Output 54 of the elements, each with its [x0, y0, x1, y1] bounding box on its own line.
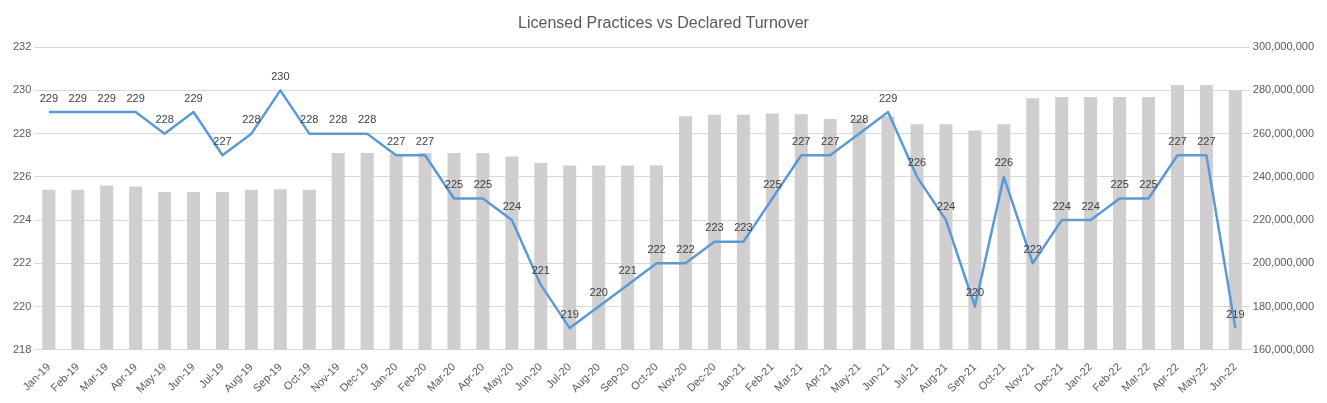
y2-tick-label: 220,000,000 [1252, 213, 1314, 226]
data-label: 227 [1197, 134, 1216, 147]
data-label: 223 [705, 221, 724, 234]
data-label: 228 [300, 113, 319, 126]
data-label: 228 [242, 113, 261, 126]
y-tick-label: 230 [12, 83, 32, 96]
data-label: 228 [329, 113, 348, 126]
data-label: 222 [676, 242, 695, 255]
data-label: 229 [126, 91, 145, 104]
data-label: 219 [560, 307, 579, 320]
y-tick-label: 220 [12, 299, 32, 312]
y2-tick-label: 280,000,000 [1252, 83, 1314, 96]
y-tick-label: 226 [12, 169, 32, 182]
y2-tick-label: 260,000,000 [1252, 126, 1314, 139]
data-label: 229 [39, 91, 58, 104]
y2-tick-label: 240,000,000 [1252, 169, 1314, 182]
data-label: 228 [155, 113, 174, 126]
data-label: 224 [1052, 199, 1071, 212]
data-label: 225 [444, 178, 464, 190]
data-label: 224 [936, 199, 956, 212]
data-label: 225 [1110, 178, 1129, 190]
data-label: 229 [97, 91, 116, 104]
y2-tick-label: 180,000,000 [1252, 299, 1314, 312]
data-label: 227 [792, 134, 811, 147]
data-label: 227 [821, 134, 840, 147]
data-label: 225 [473, 178, 493, 190]
data-label: 227 [1168, 134, 1187, 147]
data-label: 222 [647, 242, 666, 255]
data-label: 223 [734, 221, 753, 234]
y2-tick-label: 160,000,000 [1252, 342, 1314, 355]
y-tick-label: 228 [12, 126, 32, 139]
data-label: 228 [357, 113, 377, 126]
data-label: 224 [502, 199, 522, 212]
y-tick-label: 224 [12, 213, 32, 226]
y-tick-label: 218 [12, 342, 32, 355]
y2-tick-label: 300,000,000 [1252, 40, 1314, 53]
data-label: 228 [849, 113, 869, 126]
y2-tick-label: 200,000,000 [1252, 256, 1314, 269]
data-label: 229 [68, 91, 87, 104]
data-label: 220 [589, 286, 608, 299]
data-label: 221 [618, 264, 637, 277]
y-tick-label: 232 [12, 40, 32, 53]
data-label: 227 [415, 134, 435, 147]
data-label: 226 [994, 156, 1014, 169]
chart-title: Licensed Practices vs Declared Turnover [518, 14, 810, 32]
y-tick-label: 222 [12, 256, 32, 269]
data-label: 229 [184, 91, 203, 104]
data-label: 225 [1139, 178, 1158, 190]
data-label: 227 [213, 134, 232, 147]
data-label: 227 [386, 134, 406, 147]
data-label: 225 [763, 178, 782, 190]
data-label: 224 [1081, 199, 1100, 212]
data-label: 229 [878, 91, 898, 104]
data-label: 230 [271, 69, 290, 82]
